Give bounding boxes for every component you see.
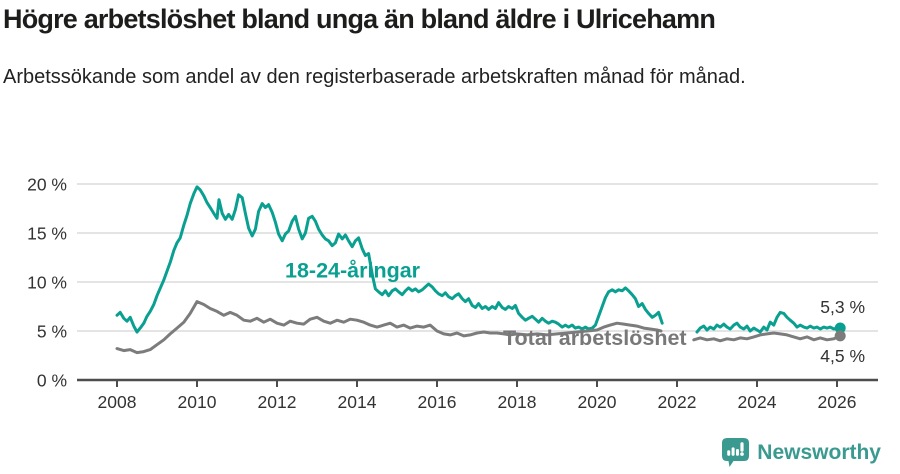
y-axis-tick-label: 15 % <box>27 224 67 244</box>
series-line-Total arbetslöshet <box>692 331 842 343</box>
x-axis-tick-label: 2016 <box>418 392 457 412</box>
chart-subtitle: Arbetssökande som andel av den registerb… <box>3 66 746 88</box>
newsworthy-logo[interactable]: Newsworthy <box>721 437 881 468</box>
x-axis-tick-label: 2018 <box>498 392 537 412</box>
y-axis-tick-label: 5 % <box>37 322 67 342</box>
brand-name: Newsworthy <box>757 440 881 464</box>
x-axis-tick-label: 2020 <box>578 392 617 412</box>
x-axis-tick-label: 2022 <box>658 392 697 412</box>
y-axis-tick-label: 10 % <box>27 273 67 293</box>
x-axis-tick-label: 2008 <box>98 392 137 412</box>
bar-chart-speech-bubble-icon <box>722 438 750 467</box>
page-title: Högre arbetslöshet bland unga än bland ä… <box>3 4 716 34</box>
end-value-label-18-24-åringar: 5,3 % <box>820 297 865 317</box>
y-axis-tick-label: 0 % <box>37 371 67 391</box>
series-label-Total arbetslöshet: Total arbetslöshet <box>503 326 687 350</box>
series-line-18-24-åringar <box>115 185 664 334</box>
x-axis-tick-label: 2012 <box>258 392 297 412</box>
series-label-18-24-åringar: 18-24-åringar <box>285 259 421 283</box>
end-value-label-Total arbetslöshet: 4,5 % <box>820 346 865 366</box>
end-point-dot-Total arbetslöshet <box>834 330 846 342</box>
y-axis-tick-label: 20 % <box>27 175 67 195</box>
series-line-18-24-åringar <box>695 310 842 334</box>
x-axis-tick-label: 2024 <box>738 392 777 412</box>
end-point-dot-18-24-åringar <box>834 322 846 334</box>
series-line-Total arbetslöshet <box>115 300 663 355</box>
x-axis-tick-label: 2014 <box>338 392 377 412</box>
x-axis-tick-label: 2010 <box>178 392 217 412</box>
x-axis-tick-label: 2026 <box>818 392 857 412</box>
